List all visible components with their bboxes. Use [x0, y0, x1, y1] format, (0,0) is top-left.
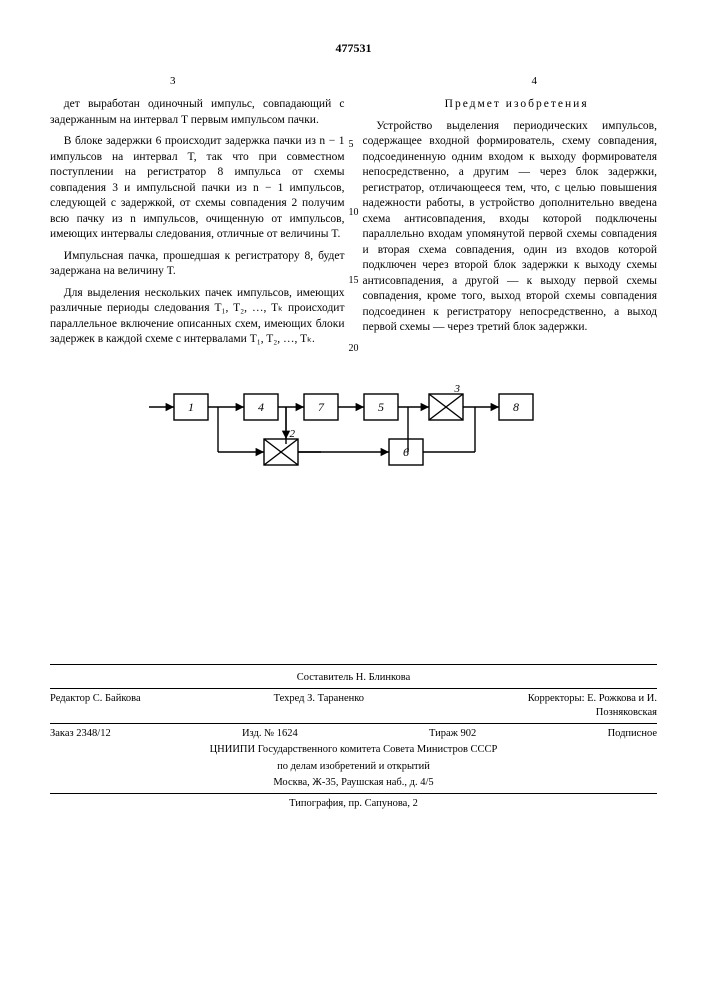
svg-text:7: 7	[318, 400, 325, 414]
text-columns: дет выработан одиночный импульс, совпада…	[50, 97, 657, 354]
right-page-no: 4	[532, 74, 538, 89]
izd: Изд. № 1624	[242, 727, 298, 741]
editor: Редактор С. Байкова	[50, 692, 141, 720]
left-page-no: 3	[170, 74, 176, 89]
svg-text:8: 8	[513, 400, 519, 414]
divider	[50, 793, 657, 794]
para: Для выделения нескольких пачек импульсов…	[50, 286, 345, 348]
order: Заказ 2348/12	[50, 727, 111, 741]
techred: Техред З. Тараненко	[274, 692, 364, 720]
para: дет выработан одиночный импульс, совпада…	[50, 97, 345, 128]
page-numbers: 3 4	[170, 74, 537, 89]
org2: по делам изобретений и открытий	[50, 760, 657, 774]
para: Импульсная пачка, прошедшая к регистрато…	[50, 249, 345, 280]
divider	[50, 688, 657, 689]
block-diagram: 14753826	[144, 384, 564, 484]
order-row: Заказ 2348/12 Изд. № 1624 Тираж 902 Подп…	[50, 727, 657, 741]
imprint-footer: Составитель Н. Блинкова Редактор С. Байк…	[50, 664, 657, 811]
svg-text:5: 5	[378, 400, 384, 414]
svg-text:3: 3	[453, 384, 460, 395]
left-column: дет выработан одиночный импульс, совпада…	[50, 97, 345, 354]
typography: Типография, пр. Сапунова, 2	[50, 797, 657, 811]
patent-number: 477531	[50, 40, 657, 56]
para: В блоке задержки 6 происходит задержка п…	[50, 134, 345, 243]
line-number-gutter: 5101520	[349, 97, 359, 355]
claim-text: Устройство выделения периодических импул…	[363, 119, 658, 336]
claim-title: Предмет изобретения	[363, 97, 658, 113]
svg-text:2: 2	[289, 428, 295, 440]
svg-text:1: 1	[188, 400, 194, 414]
addr: Москва, Ж-35, Раушская наб., д. 4/5	[50, 776, 657, 790]
svg-text:4: 4	[258, 400, 264, 414]
right-column: 5101520 Предмет изобретения Устройство в…	[363, 97, 658, 354]
sign: Подписное	[608, 727, 657, 741]
compiler: Составитель Н. Блинкова	[50, 671, 657, 685]
divider	[50, 723, 657, 724]
correctors: Корректоры: Е. Рожкова и И. Позняковская	[497, 692, 657, 720]
org1: ЦНИИПИ Государственного комитета Совета …	[50, 743, 657, 757]
tiraj: Тираж 902	[429, 727, 476, 741]
credits-row: Редактор С. Байкова Техред З. Тараненко …	[50, 692, 657, 720]
